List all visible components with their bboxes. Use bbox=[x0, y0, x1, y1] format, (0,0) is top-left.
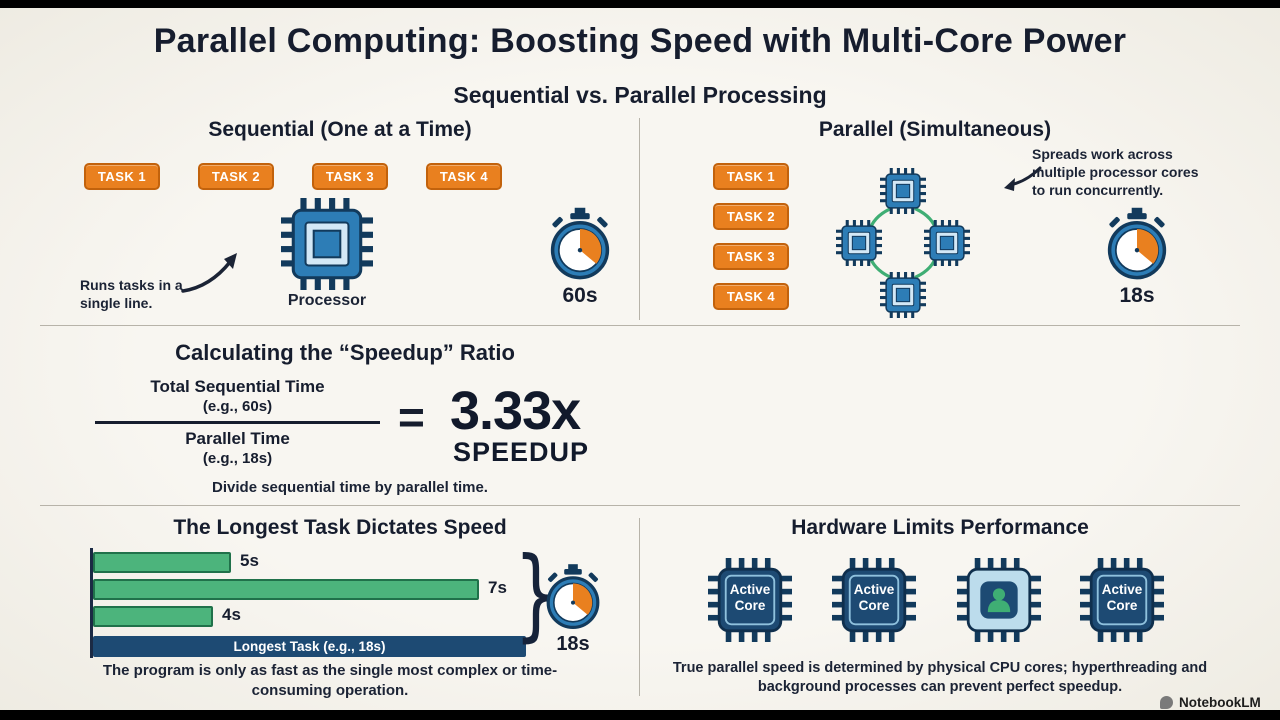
task-bar bbox=[93, 606, 213, 627]
top-letterbox bbox=[0, 0, 1280, 8]
hardware-caption: True parallel speed is determined by phy… bbox=[672, 660, 1208, 695]
task-badge: TASK 2 bbox=[713, 203, 789, 230]
vertical-divider bbox=[639, 518, 640, 696]
longest-task-time: 18s bbox=[556, 633, 590, 655]
bar-value-label: 5s bbox=[240, 551, 259, 570]
speedup-heading: Calculating the “Speedup” Ratio bbox=[175, 340, 515, 365]
hyperthread-chip bbox=[957, 558, 1041, 642]
watermark-text: NotebookLM bbox=[1179, 695, 1261, 710]
task-badge: TASK 1 bbox=[84, 163, 160, 190]
task-badge: TASK 4 bbox=[426, 163, 502, 190]
processor-label: Processor bbox=[287, 292, 367, 309]
bar-value-label: 7s bbox=[488, 578, 507, 597]
bar-chart-axis bbox=[90, 548, 93, 658]
page-title: Parallel Computing: Boosting Speed with … bbox=[153, 22, 1127, 60]
bottom-letterbox bbox=[0, 710, 1280, 720]
sequential-time: 60s bbox=[562, 284, 598, 307]
longest-task-bar: Longest Task (e.g., 18s) bbox=[93, 636, 526, 657]
multi-core-cluster-icon bbox=[828, 168, 983, 318]
hardware-heading: Hardware Limits Performance bbox=[791, 516, 1089, 539]
speedup-caption: Divide sequential time by parallel time. bbox=[212, 479, 488, 496]
parallel-heading: Parallel (Simultaneous) bbox=[818, 118, 1052, 141]
sequential-task-row: TASK 1 TASK 2 TASK 3 TASK 4 bbox=[84, 163, 502, 190]
task-badge: TASK 4 bbox=[713, 283, 789, 310]
core-label: Active Core bbox=[1101, 582, 1143, 614]
longest-task-bar-label: Longest Task (e.g., 18s) bbox=[233, 639, 386, 654]
horizontal-divider bbox=[40, 505, 1240, 506]
notebooklm-logo bbox=[1160, 696, 1173, 709]
horizontal-divider bbox=[40, 325, 1240, 326]
task-bar bbox=[93, 552, 231, 573]
vertical-divider bbox=[639, 118, 640, 320]
bar-value-label: 4s bbox=[222, 605, 241, 624]
longest-task-heading: The Longest Task Dictates Speed bbox=[173, 516, 507, 539]
task-badge: TASK 1 bbox=[713, 163, 789, 190]
core-label: Active Core bbox=[853, 582, 895, 614]
curved-arrow-icon bbox=[181, 253, 237, 293]
speedup-value: 3.33x bbox=[450, 381, 581, 441]
task-bar bbox=[93, 579, 479, 600]
sequential-annotation: Runs tasks in a single line. bbox=[80, 277, 183, 311]
curved-arrow-icon bbox=[1004, 166, 1042, 191]
parallel-annotation: Spreads work across multiple processor c… bbox=[1032, 146, 1199, 198]
core-label: Active Core bbox=[729, 582, 771, 614]
longest-task-caption: The program is only as fast as the singl… bbox=[102, 662, 558, 699]
fraction-denominator-example: (e.g., 18s) bbox=[202, 450, 273, 467]
fraction-numerator-example: (e.g., 60s) bbox=[202, 398, 273, 415]
active-core-chip: Active Core bbox=[708, 558, 792, 642]
processor-chip-icon bbox=[281, 198, 373, 290]
watermark: NotebookLM bbox=[1160, 695, 1261, 710]
task-badge: TASK 3 bbox=[713, 243, 789, 270]
task-badge: TASK 2 bbox=[198, 163, 274, 190]
stopwatch-icon bbox=[545, 562, 601, 630]
sequential-heading: Sequential (One at a Time) bbox=[208, 118, 472, 141]
fraction-numerator: Total Sequential Time bbox=[150, 377, 325, 396]
parallel-task-column: TASK 1 TASK 2 TASK 3 TASK 4 bbox=[713, 163, 789, 310]
parallel-time: 18s bbox=[1119, 284, 1155, 307]
comparison-subtitle: Sequential vs. Parallel Processing bbox=[453, 82, 827, 108]
equals-sign: = bbox=[398, 391, 425, 443]
stopwatch-icon bbox=[549, 206, 611, 280]
active-core-chip: Active Core bbox=[832, 558, 916, 642]
fraction-denominator: Parallel Time bbox=[185, 429, 290, 448]
person-icon bbox=[957, 558, 1041, 642]
speedup-label: SPEEDUP bbox=[453, 437, 590, 467]
task-badge: TASK 3 bbox=[312, 163, 388, 190]
active-core-chip: Active Core bbox=[1080, 558, 1164, 642]
stopwatch-icon bbox=[1106, 206, 1168, 280]
fraction-bar bbox=[95, 421, 380, 424]
